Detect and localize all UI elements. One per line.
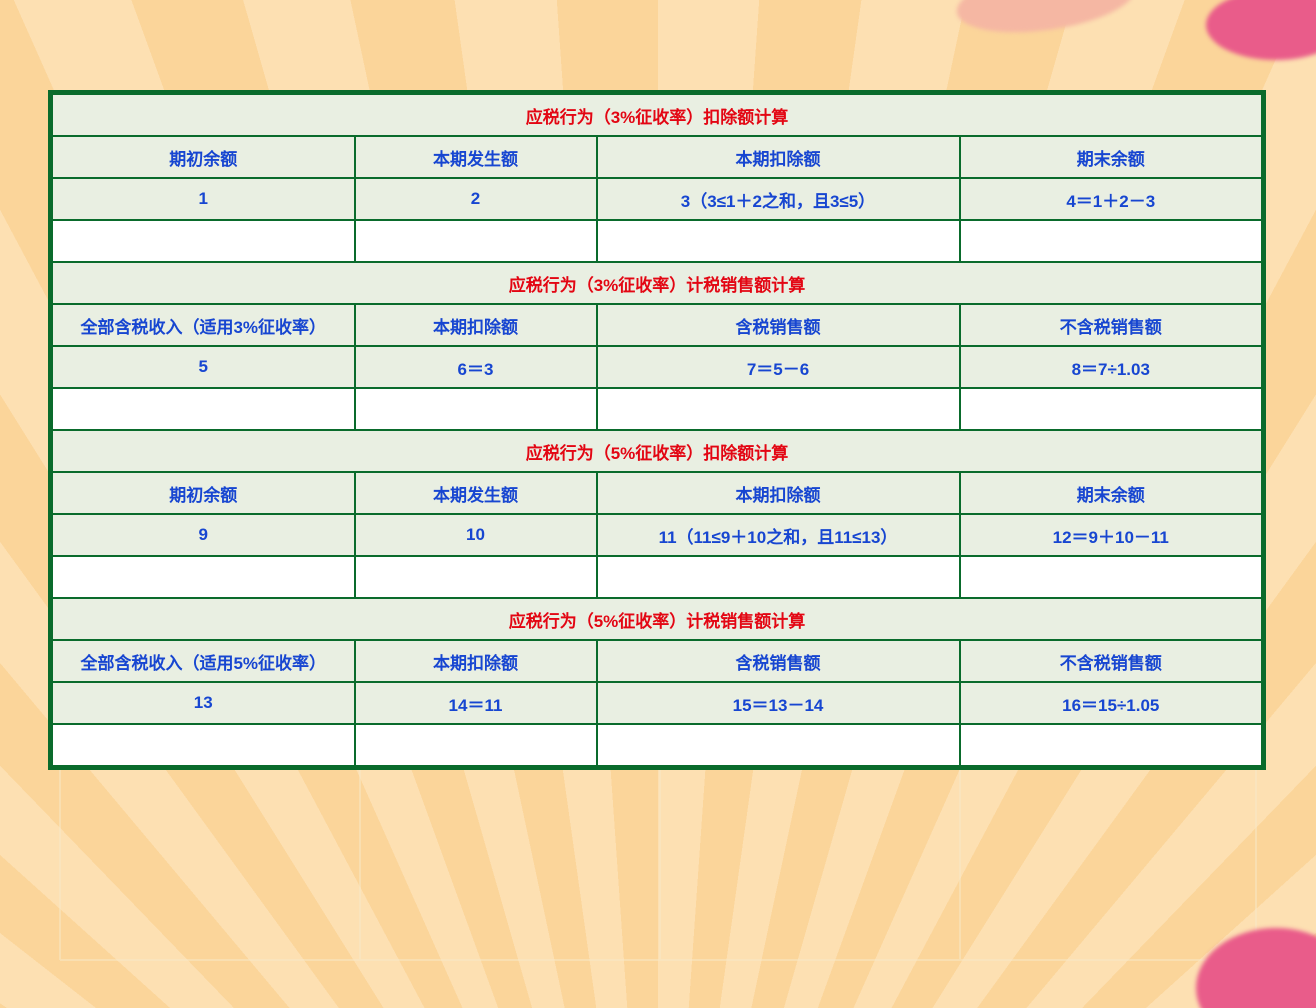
blank-cell [52,220,355,262]
blank-cell [960,724,1263,766]
col-header: 含税销售额 [597,304,960,346]
blank-cell [52,388,355,430]
col-header: 不含税销售额 [960,304,1263,346]
col-header: 本期扣除额 [355,304,597,346]
blank-cell [355,556,597,598]
blank-cell [355,724,597,766]
tax-deduction-table: 应税行为（3%征收率）扣除额计算 期初余额 本期发生额 本期扣除额 期末余额 1… [51,93,1263,767]
col-header: 期末余额 [960,136,1263,178]
blank-cell [52,724,355,766]
formula-cell: 7＝5－6 [597,346,960,388]
formula-cell: 10 [355,514,597,556]
col-header: 含税销售额 [597,640,960,682]
tax-table-container: 应税行为（3%征收率）扣除额计算 期初余额 本期发生额 本期扣除额 期末余额 1… [48,90,1266,770]
col-header: 本期发生额 [355,472,597,514]
blank-cell [597,388,960,430]
formula-cell: 13 [52,682,355,724]
col-header: 全部含税收入（适用3%征收率） [52,304,355,346]
section-title: 应税行为（5%征收率）扣除额计算 [52,430,1262,472]
section-title: 应税行为（3%征收率）计税销售额计算 [52,262,1262,304]
formula-cell: 16＝15÷1.05 [960,682,1263,724]
formula-cell: 8＝7÷1.03 [960,346,1263,388]
formula-cell: 1 [52,178,355,220]
section-title: 应税行为（3%征收率）扣除额计算 [52,94,1262,136]
blank-cell [355,220,597,262]
formula-cell: 12＝9＋10－11 [960,514,1263,556]
blank-cell [355,388,597,430]
blank-cell [597,220,960,262]
formula-cell: 15＝13－14 [597,682,960,724]
col-header: 期初余额 [52,136,355,178]
blank-cell [597,556,960,598]
col-header: 本期扣除额 [597,472,960,514]
col-header: 期初余额 [52,472,355,514]
formula-cell: 11（11≤9＋10之和，且11≤13） [597,514,960,556]
blank-cell [960,220,1263,262]
section-title: 应税行为（5%征收率）计税销售额计算 [52,598,1262,640]
formula-cell: 14＝11 [355,682,597,724]
blank-cell [960,556,1263,598]
formula-cell: 6＝3 [355,346,597,388]
col-header: 本期扣除额 [355,640,597,682]
col-header: 不含税销售额 [960,640,1263,682]
col-header: 全部含税收入（适用5%征收率） [52,640,355,682]
col-header: 期末余额 [960,472,1263,514]
formula-cell: 4＝1＋2－3 [960,178,1263,220]
blank-cell [52,556,355,598]
formula-cell: 9 [52,514,355,556]
formula-cell: 5 [52,346,355,388]
blank-cell [597,724,960,766]
col-header: 本期发生额 [355,136,597,178]
formula-cell: 2 [355,178,597,220]
blank-cell [960,388,1263,430]
col-header: 本期扣除额 [597,136,960,178]
formula-cell: 3（3≤1＋2之和，且3≤5） [597,178,960,220]
